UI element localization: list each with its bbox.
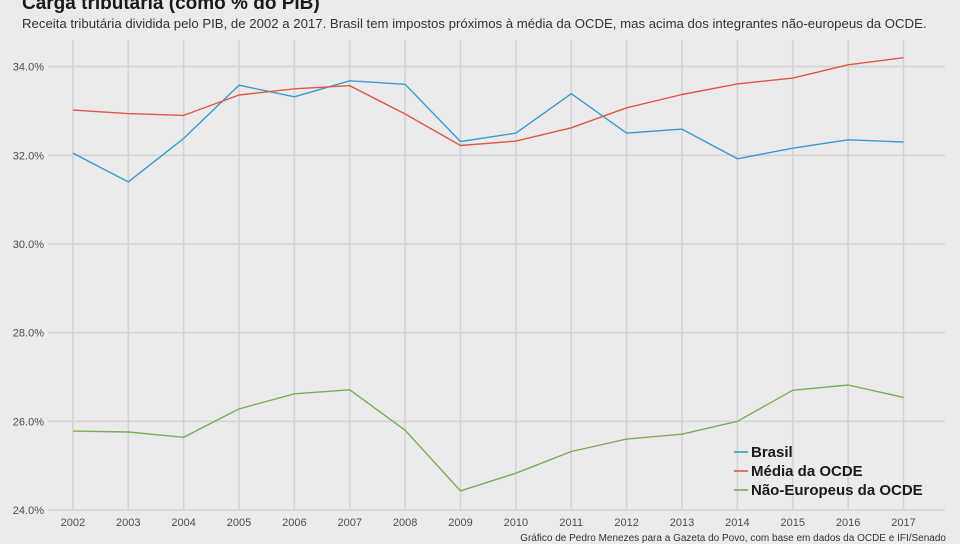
x-tick-label: 2016 xyxy=(836,517,860,529)
series-line xyxy=(72,57,904,147)
chart-subtitle: Receita tributária dividida pelo PIB, de… xyxy=(22,16,927,31)
y-tick-label: 32.0% xyxy=(13,150,44,162)
x-tick-label: 2015 xyxy=(780,517,804,529)
x-tick-label: 2005 xyxy=(227,517,251,529)
legend-label: Não-Europeus da OCDE xyxy=(751,482,923,499)
x-tick-label: 2010 xyxy=(504,517,528,529)
y-axis-tick-labels: 24.0% 26.0% 28.0% 30.0% 32.0% 34.0% xyxy=(13,62,44,517)
series-line xyxy=(72,80,904,183)
legend-label: Brasil xyxy=(751,444,793,461)
y-tick-label: 34.0% xyxy=(13,62,44,74)
x-tick-label: 2003 xyxy=(116,517,140,529)
y-tick-label: 30.0% xyxy=(13,239,44,251)
y-gridlines xyxy=(48,65,945,511)
x-tick-label: 2004 xyxy=(171,517,195,529)
x-axis-tick-labels: 2002 2003 2004 2005 2006 2007 2008 2009 2010 2011… xyxy=(61,517,916,529)
x-tick-label: 2002 xyxy=(61,517,85,529)
x-tick-label: 2008 xyxy=(393,517,417,529)
y-tick-label: 26.0% xyxy=(13,416,44,428)
legend: Brasil Média da OCDE Não-Europeus da OCDE xyxy=(734,444,923,499)
series-lines xyxy=(72,57,904,492)
x-tick-label: 2009 xyxy=(448,517,472,529)
x-tick-label: 2011 xyxy=(559,517,583,529)
y-tick-label: 24.0% xyxy=(13,505,44,517)
y-tick-label: 28.0% xyxy=(13,328,44,340)
x-tick-label: 2017 xyxy=(891,517,915,529)
x-tick-label: 2007 xyxy=(338,517,362,529)
x-tick-label: 2014 xyxy=(725,517,749,529)
legend-label: Média da OCDE xyxy=(751,463,863,480)
chart-caption: Gráfico de Pedro Menezes para a Gazeta d… xyxy=(520,533,946,544)
x-tick-label: 2012 xyxy=(614,517,638,529)
x-tick-label: 2013 xyxy=(670,517,694,529)
chart-title: Carga tributária (como % do PIB) xyxy=(22,0,320,14)
series-line xyxy=(72,384,904,492)
x-tick-label: 2006 xyxy=(282,517,306,529)
